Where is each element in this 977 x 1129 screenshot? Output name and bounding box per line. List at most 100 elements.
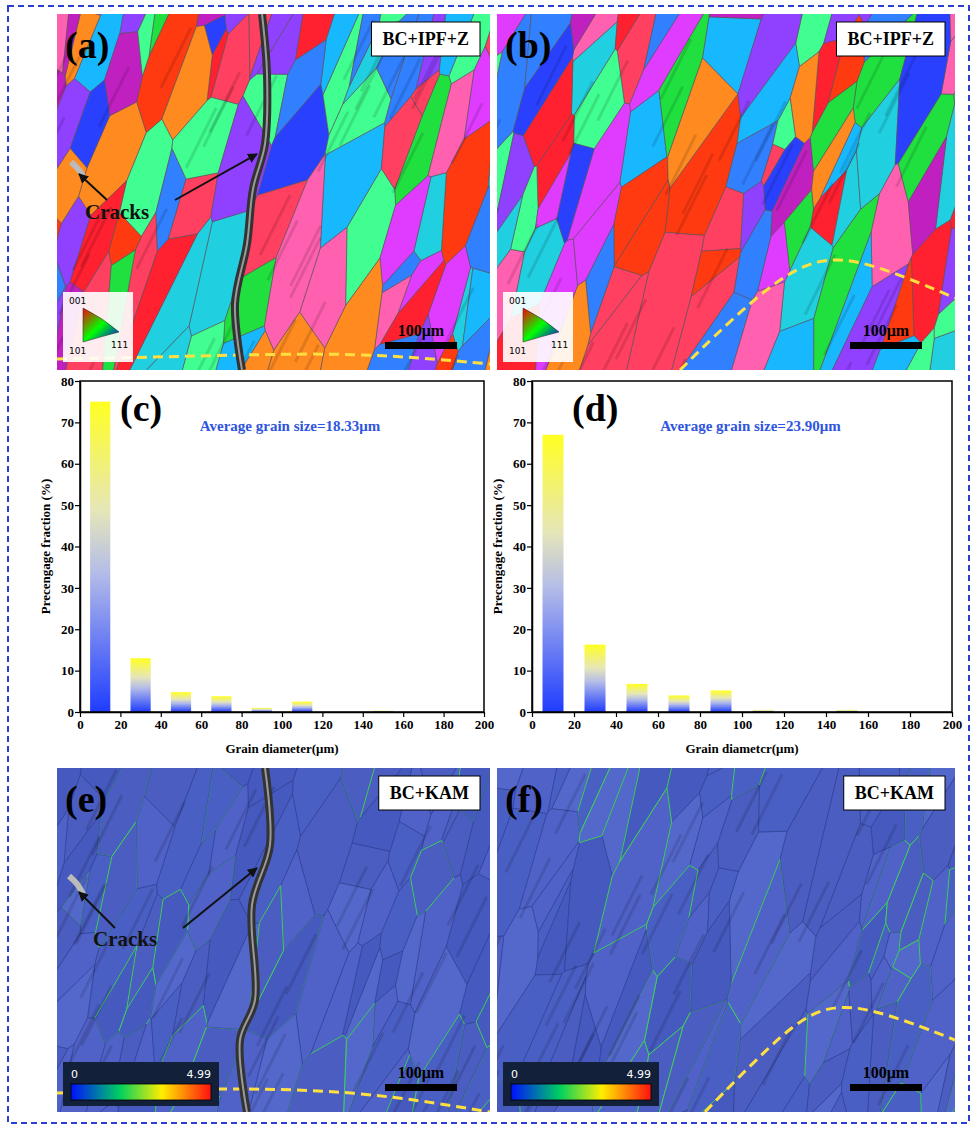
map-title: BC+KAM bbox=[855, 783, 934, 803]
tick-label: 10 bbox=[513, 663, 526, 678]
tick-label: 40 bbox=[513, 539, 526, 554]
tick: 70 bbox=[61, 415, 80, 430]
map-panel: Cracks(e)BC+KAM100μm04.99 bbox=[0, 738, 659, 1129]
lamella bbox=[497, 1071, 498, 1112]
lamella bbox=[57, 337, 63, 370]
ipf-key-background bbox=[503, 292, 573, 362]
tick: 120 bbox=[775, 712, 795, 732]
lamella bbox=[393, 133, 423, 193]
lamella bbox=[678, 854, 708, 914]
color-bar-background bbox=[503, 1062, 659, 1106]
grain bbox=[477, 161, 490, 283]
grain bbox=[481, 925, 490, 993]
tick-mark bbox=[75, 381, 80, 382]
tick-label: 200 bbox=[943, 717, 963, 732]
scale-bar bbox=[850, 342, 922, 349]
grain bbox=[611, 180, 680, 276]
lamella bbox=[653, 87, 683, 147]
grain bbox=[722, 282, 794, 370]
grain bbox=[860, 956, 895, 1015]
tick-mark bbox=[75, 422, 80, 423]
lamella bbox=[555, 774, 585, 834]
lamella bbox=[610, 895, 640, 955]
ipf-key-label: 111 bbox=[551, 340, 568, 350]
tick: 160 bbox=[859, 712, 879, 732]
grain bbox=[219, 14, 257, 34]
tick: 80 bbox=[513, 374, 532, 389]
grain bbox=[931, 266, 955, 338]
tick: 60 bbox=[195, 712, 208, 732]
grain bbox=[457, 163, 490, 275]
lamella bbox=[248, 1017, 278, 1077]
lamella bbox=[356, 50, 386, 110]
bar bbox=[171, 692, 191, 712]
figure-svg: Cracks(a)BC+IPF+Z100μm001101111(b)BC+IPF… bbox=[0, 0, 977, 1129]
color-bar-tick-label: 4.99 bbox=[187, 1068, 212, 1081]
lamella bbox=[260, 195, 290, 255]
tick-label: 10 bbox=[61, 663, 74, 678]
color-bar: 04.99 bbox=[503, 1062, 659, 1106]
tick-label: 60 bbox=[513, 456, 526, 471]
grain bbox=[309, 258, 402, 370]
grain bbox=[951, 834, 955, 989]
lamella bbox=[452, 103, 482, 163]
lamella bbox=[575, 929, 605, 989]
map-panel: (b)BC+IPF+Z100μm001101111 bbox=[321, 0, 977, 422]
panel-label: (e) bbox=[65, 778, 107, 821]
tick-label: 100 bbox=[273, 717, 293, 732]
tick-label: 0 bbox=[77, 717, 84, 732]
arrow bbox=[183, 868, 257, 928]
color-bar-tick-label: 0 bbox=[511, 1068, 518, 1081]
scale-bar bbox=[850, 1084, 922, 1091]
lamella bbox=[448, 865, 478, 925]
grain bbox=[372, 176, 437, 286]
tick-label: 120 bbox=[775, 717, 795, 732]
tick-label: 20 bbox=[114, 717, 127, 732]
color-bar-ramp bbox=[511, 1084, 651, 1100]
lamella bbox=[497, 1045, 503, 1105]
tick: 0 bbox=[529, 712, 536, 732]
map-title-background bbox=[844, 776, 945, 810]
x-axis-title: Grain diametcr(μm) bbox=[685, 741, 798, 756]
tick: 30 bbox=[513, 581, 532, 596]
map-title-background bbox=[836, 22, 945, 56]
tick-label: 80 bbox=[236, 717, 249, 732]
lamella bbox=[879, 73, 909, 133]
lamella bbox=[885, 56, 915, 116]
tick-label: 80 bbox=[61, 374, 74, 389]
lamella bbox=[564, 963, 594, 1023]
lamella bbox=[155, 801, 185, 861]
lamella bbox=[752, 774, 782, 834]
annotation: Cracks bbox=[93, 927, 157, 951]
color-bar: 04.99 bbox=[63, 1062, 219, 1106]
lamella bbox=[762, 145, 792, 205]
lamella bbox=[673, 802, 703, 862]
lamella bbox=[803, 183, 833, 243]
tick-label: 160 bbox=[859, 717, 879, 732]
tick-label: 40 bbox=[155, 717, 168, 732]
lamella bbox=[353, 1033, 383, 1093]
lamella bbox=[866, 824, 896, 884]
grain bbox=[893, 137, 955, 255]
lamella bbox=[82, 985, 112, 1045]
grain bbox=[64, 80, 120, 168]
lamella bbox=[290, 238, 320, 298]
lamella bbox=[674, 934, 704, 994]
grain bbox=[269, 40, 334, 137]
tick: 20 bbox=[61, 622, 80, 637]
tick-label: 30 bbox=[513, 581, 526, 596]
lamella bbox=[822, 362, 852, 370]
scale-bar-label: 100μm bbox=[863, 322, 910, 340]
lamella bbox=[772, 883, 802, 943]
tick-label: 40 bbox=[610, 717, 623, 732]
plot-frame bbox=[80, 381, 484, 712]
bars bbox=[90, 402, 393, 712]
lamella bbox=[185, 338, 215, 370]
bar bbox=[543, 435, 564, 712]
tick-label: 60 bbox=[61, 456, 74, 471]
lamella bbox=[650, 991, 680, 1051]
tick: 80 bbox=[694, 712, 707, 732]
tick-label: 0 bbox=[68, 705, 75, 720]
lamella bbox=[609, 996, 639, 1056]
lamella bbox=[443, 288, 473, 348]
